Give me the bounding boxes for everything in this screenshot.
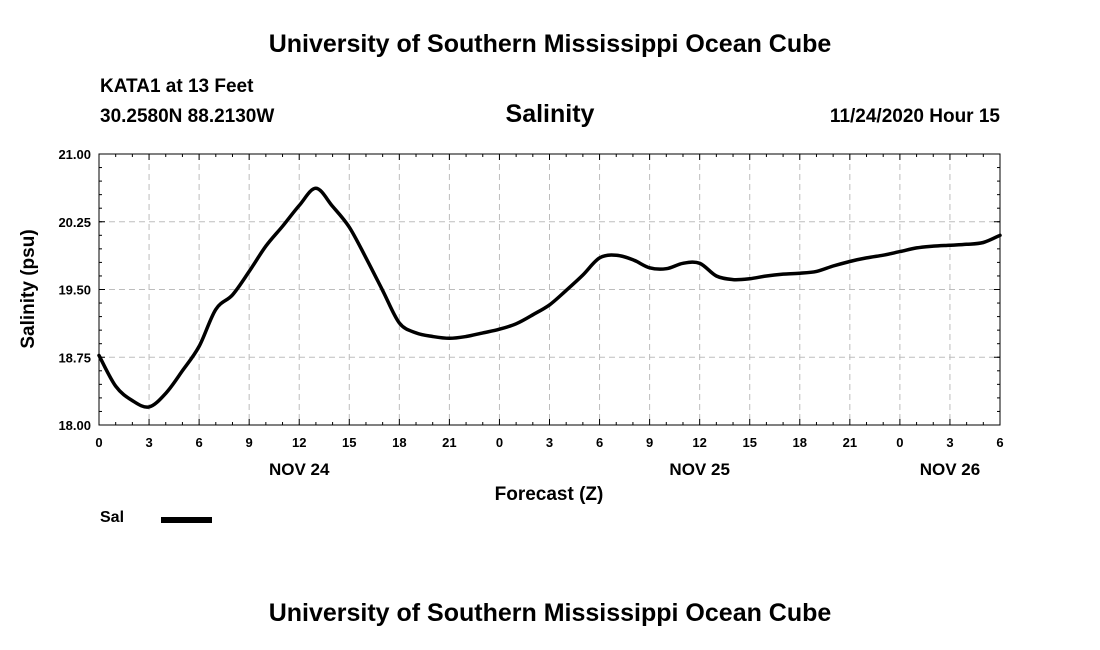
- date-label: NOV 24: [269, 460, 330, 479]
- tick-layer: [98, 153, 1001, 426]
- x-tick-label: 12: [692, 435, 706, 450]
- x-tick-label: 0: [896, 435, 903, 450]
- y-tick-label: 18.00: [58, 418, 91, 433]
- x-tick-label: 0: [95, 435, 102, 450]
- x-tick-label: 18: [793, 435, 807, 450]
- x-tick-label: 6: [195, 435, 202, 450]
- x-tick-label: 9: [246, 435, 253, 450]
- y-tick-label: 18.75: [58, 350, 91, 365]
- x-tick-label: 3: [946, 435, 953, 450]
- grid-layer: [99, 154, 1000, 425]
- forecast-timestamp: 11/24/2020 Hour 15: [829, 106, 1000, 127]
- y-tick-label: 20.25: [58, 215, 91, 230]
- x-tick-label: 9: [646, 435, 653, 450]
- y-axis-title: Salinity (psu): [18, 229, 39, 348]
- x-tick-label: 15: [342, 435, 356, 450]
- x-tick-label: 0: [496, 435, 503, 450]
- y-tick-label: 21.00: [58, 147, 91, 162]
- x-axis-title: Forecast (Z): [495, 484, 604, 505]
- x-tick-label: 21: [843, 435, 857, 450]
- bottom-banner: University of Southern Mississippi Ocean…: [268, 599, 832, 627]
- x-tick-label: 12: [292, 435, 306, 450]
- salinity-series-line: [97, 186, 1002, 409]
- top-banner: University of Southern Mississippi Ocean…: [268, 30, 832, 58]
- x-tick-label: 6: [996, 435, 1003, 450]
- x-tick-label: 18: [392, 435, 406, 450]
- chart-title: Salinity: [505, 100, 595, 128]
- coordinates-label: 30.2580N 88.2130W: [100, 106, 275, 127]
- legend-label: Sal: [100, 509, 125, 526]
- label-layer: 0 3 6 9 12 15 18 21 0 3 6 9 12 15 18 21 0 3 6 18.00 18.75 19.…: [58, 147, 1003, 479]
- x-tick-label: 6: [596, 435, 603, 450]
- x-tick-label: 21: [442, 435, 456, 450]
- date-label: NOV 25: [669, 460, 729, 479]
- legend-swatch: [161, 517, 212, 523]
- x-tick-label: 15: [742, 435, 756, 450]
- x-tick-label: 3: [546, 435, 553, 450]
- date-label: NOV 26: [920, 460, 980, 479]
- station-label: KATA1 at 13 Feet: [100, 76, 254, 97]
- y-tick-label: 19.50: [58, 283, 91, 298]
- x-tick-label: 3: [145, 435, 152, 450]
